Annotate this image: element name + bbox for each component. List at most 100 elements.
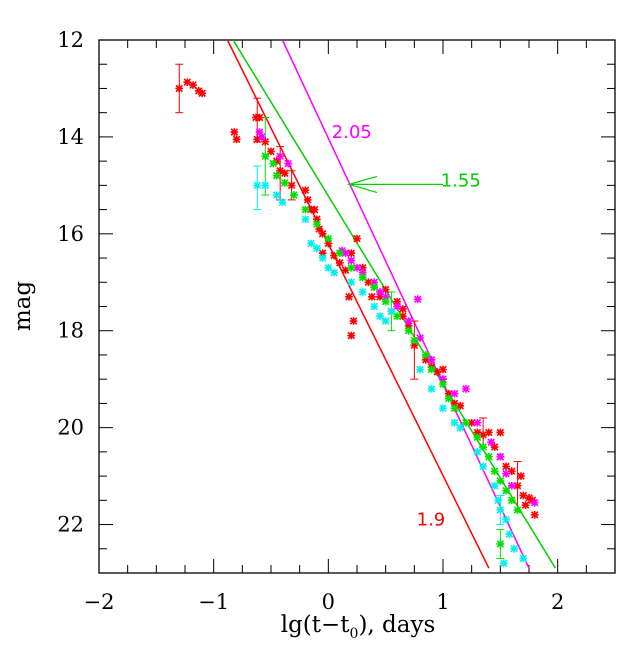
data-point	[479, 431, 487, 439]
data-point	[341, 266, 350, 274]
data-point	[358, 288, 367, 296]
data-point	[399, 312, 407, 321]
data-point	[370, 283, 379, 291]
data-point	[521, 501, 530, 510]
data-point	[364, 278, 373, 287]
data-point	[530, 498, 539, 507]
data-point	[507, 481, 516, 490]
data-point	[313, 220, 321, 228]
data-point	[462, 418, 470, 427]
data-point	[189, 81, 197, 89]
data-point	[496, 540, 505, 548]
data-point	[513, 481, 522, 490]
data-point	[404, 322, 413, 330]
data-point	[393, 312, 401, 321]
data-point	[303, 196, 312, 204]
data-point	[255, 113, 264, 122]
x-tick-label: −2	[84, 590, 115, 614]
data-point	[450, 389, 459, 398]
data-point	[421, 351, 430, 359]
data-point	[413, 295, 422, 304]
data-point	[510, 544, 518, 553]
data-point	[347, 249, 356, 258]
data-point	[261, 181, 270, 190]
data-point	[353, 234, 361, 243]
data-point	[502, 462, 510, 471]
data-point	[507, 496, 516, 505]
y-tick-label: 18	[57, 319, 84, 343]
annotation-arrow	[346, 175, 443, 193]
slope-label: 1.9	[417, 510, 446, 531]
data-point	[456, 423, 465, 432]
data-point	[358, 268, 367, 277]
data-point	[496, 506, 505, 514]
data-point	[410, 341, 419, 350]
data-point	[427, 385, 436, 393]
data-point	[456, 401, 465, 410]
y-tick-label: 12	[57, 28, 84, 52]
y-tick-label: 14	[57, 125, 84, 149]
data-point	[310, 205, 319, 214]
data-point	[494, 496, 502, 505]
y-axis-title: mag	[10, 281, 36, 332]
data-point	[499, 559, 508, 568]
data-point	[410, 336, 419, 345]
data-point	[439, 404, 447, 413]
data-point	[358, 273, 367, 282]
data-point	[280, 179, 289, 187]
data-point	[290, 191, 298, 199]
data-point	[502, 469, 510, 478]
data-point	[381, 285, 390, 294]
data-point	[404, 326, 413, 335]
data-point	[341, 249, 350, 258]
data-point	[490, 467, 499, 476]
data-point	[198, 89, 207, 98]
data-point	[345, 292, 353, 301]
y-tick-label: 20	[57, 416, 84, 440]
data-point	[330, 268, 338, 277]
data-point	[450, 418, 459, 427]
data-point	[301, 186, 310, 195]
annotations: 2.05 1.55 1.9	[332, 122, 481, 531]
slope-label: 2.05	[332, 122, 372, 143]
x-axis-title: lg(t−t0), days	[281, 612, 436, 642]
data-point	[370, 302, 379, 311]
data-point	[253, 181, 262, 190]
plot-frame	[98, 39, 616, 574]
data-point	[439, 380, 447, 388]
data-point	[479, 462, 487, 471]
data-point	[330, 251, 338, 260]
data-point	[381, 297, 390, 306]
data-point	[347, 256, 356, 265]
data-point	[287, 181, 296, 190]
data-point	[315, 225, 323, 233]
data-point	[517, 472, 525, 480]
data-point	[444, 389, 453, 398]
data-point	[505, 530, 514, 539]
data-point	[278, 198, 287, 207]
data-point	[519, 554, 528, 563]
data-point	[232, 135, 241, 144]
data-point	[358, 263, 367, 272]
data-point	[490, 443, 499, 451]
fit-line-2-05	[281, 39, 530, 569]
data-point	[485, 428, 493, 437]
data-point	[324, 263, 333, 272]
data-point	[450, 404, 459, 413]
data-point	[318, 249, 327, 258]
data-point	[473, 433, 482, 442]
x-tick-label: 1	[436, 590, 449, 614]
data-points	[175, 78, 539, 568]
data-point	[335, 249, 344, 258]
data-point	[347, 263, 356, 272]
data-point	[276, 152, 285, 161]
data-point	[269, 159, 278, 168]
slope-label: 1.55	[441, 171, 481, 192]
data-point	[479, 443, 487, 451]
data-point	[427, 365, 436, 374]
data-point	[530, 511, 539, 519]
data-point	[261, 152, 270, 161]
data-point	[444, 394, 453, 403]
data-point	[513, 506, 522, 514]
